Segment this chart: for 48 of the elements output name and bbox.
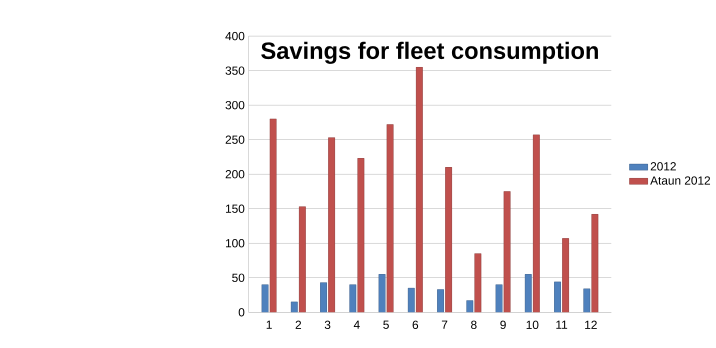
x-tick-label: 12 (585, 320, 597, 329)
bar (554, 282, 561, 312)
bar (437, 289, 444, 312)
bar (532, 134, 540, 312)
bar (408, 288, 415, 312)
y-tick-label: 50 (232, 274, 244, 282)
y-tick-label: 350 (226, 66, 244, 75)
bar (357, 158, 364, 312)
bar (378, 274, 386, 312)
x-tick-label: 3 (324, 320, 330, 329)
bar (445, 166, 452, 312)
y-tick-label: 100 (226, 238, 244, 248)
y-tick-label: 300 (226, 100, 244, 110)
bar (562, 238, 570, 312)
x-tick-label: 8 (471, 320, 477, 329)
bar (270, 118, 277, 312)
y-tick-label: 250 (226, 135, 244, 144)
bar (386, 124, 394, 312)
x-tick-label: 4 (354, 320, 360, 329)
x-tick-label: 1 (266, 320, 272, 329)
bar (320, 282, 327, 312)
y-tick-label: 200 (226, 170, 244, 178)
y-tick-label: 400 (225, 32, 244, 40)
x-tick-label: 2 (296, 320, 302, 329)
x-tick-label: 7 (442, 320, 448, 329)
bar (328, 137, 336, 312)
x-tick-label: 11 (556, 320, 568, 329)
x-tick-label: 10 (526, 320, 538, 329)
bar (290, 302, 298, 312)
x-tick-label: 9 (500, 320, 506, 329)
bar (583, 288, 590, 312)
x-tick-label: 6 (412, 320, 418, 329)
chart-title: Savings for fleet consumption (261, 42, 598, 64)
bar (416, 66, 423, 312)
legend-label: Ataun 2012 (650, 176, 710, 185)
bar (262, 284, 268, 312)
y-tick-label: 150 (226, 204, 244, 213)
bar (349, 284, 356, 312)
bar (466, 300, 474, 312)
bar (298, 206, 306, 312)
bar (591, 214, 598, 312)
legend-label: 2012 (650, 162, 676, 170)
bar (496, 284, 502, 312)
y-tick-label: 0 (238, 308, 244, 316)
x-tick-label: 5 (383, 320, 389, 329)
bar (524, 274, 532, 312)
bar (504, 191, 511, 312)
bar (474, 253, 482, 312)
